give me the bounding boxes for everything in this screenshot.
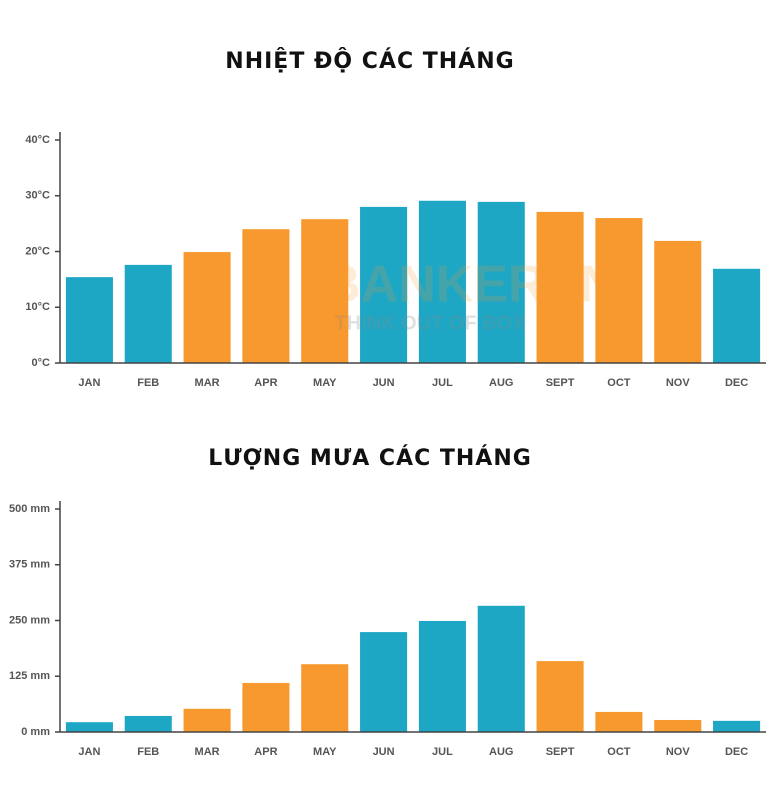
y-tick-label: 500 mm [9, 503, 50, 515]
bar [242, 682, 290, 732]
bar [654, 719, 702, 732]
x-tick-label: JAN [78, 746, 100, 758]
bar [595, 218, 643, 363]
x-tick-label: JUN [373, 377, 395, 389]
x-tick-label: OCT [607, 746, 631, 758]
x-tick-label: MAR [195, 377, 220, 389]
bar [301, 219, 349, 363]
bar [65, 277, 113, 363]
x-tick-label: MAR [195, 746, 220, 758]
chart-title: NHIỆT ĐỘ CÁC THÁNG [225, 47, 514, 74]
x-tick-label: SEPT [546, 377, 575, 389]
y-tick-label: 0 mm [21, 726, 50, 738]
x-tick-label: FEB [137, 746, 159, 758]
x-tick-label: NOV [666, 746, 691, 758]
bar [418, 200, 466, 363]
y-tick-label: 125 mm [9, 670, 50, 682]
chart-title: LƯỢNG MƯA CÁC THÁNG [208, 445, 532, 471]
bar [183, 708, 231, 732]
bar [595, 711, 643, 732]
y-tick-label: 0°C [32, 357, 51, 369]
bar [477, 605, 525, 732]
x-tick-label: NOV [666, 377, 691, 389]
watermark-slogan: THINK OUT OF BOX [334, 312, 526, 334]
y-tick-label: 30°C [25, 190, 50, 202]
bar [536, 661, 584, 732]
bar [713, 268, 761, 363]
watermark-brand: BANKERVN [323, 256, 617, 314]
x-tick-label: OCT [607, 377, 631, 389]
bar [360, 206, 408, 363]
x-tick-label: JAN [78, 377, 100, 389]
bar [418, 620, 466, 732]
x-tick-label: MAY [313, 746, 337, 758]
bar [654, 240, 702, 363]
bar [183, 252, 231, 363]
x-tick-label: APR [254, 746, 277, 758]
x-tick-label: FEB [137, 377, 159, 389]
y-tick-label: 375 mm [9, 559, 50, 571]
x-tick-label: DEC [725, 746, 748, 758]
bar [713, 720, 761, 732]
bar [65, 722, 113, 732]
y-tick-label: 250 mm [9, 614, 50, 626]
x-tick-label: JUL [432, 746, 453, 758]
x-tick-label: APR [254, 377, 277, 389]
x-tick-label: JUN [373, 746, 395, 758]
x-tick-label: MAY [313, 377, 337, 389]
x-tick-label: SEPT [546, 746, 575, 758]
x-tick-label: DEC [725, 377, 748, 389]
y-tick-label: 10°C [25, 301, 50, 313]
x-tick-label: JUL [432, 377, 453, 389]
bar [124, 264, 172, 363]
y-tick-label: 40°C [25, 134, 50, 146]
bar [242, 229, 290, 363]
bar [301, 664, 349, 732]
x-tick-label: AUG [489, 377, 513, 389]
bar [360, 632, 408, 732]
bar [477, 201, 525, 363]
y-tick-label: 20°C [25, 245, 50, 257]
bar [124, 715, 172, 732]
bar [536, 211, 584, 363]
x-tick-label: AUG [489, 746, 513, 758]
